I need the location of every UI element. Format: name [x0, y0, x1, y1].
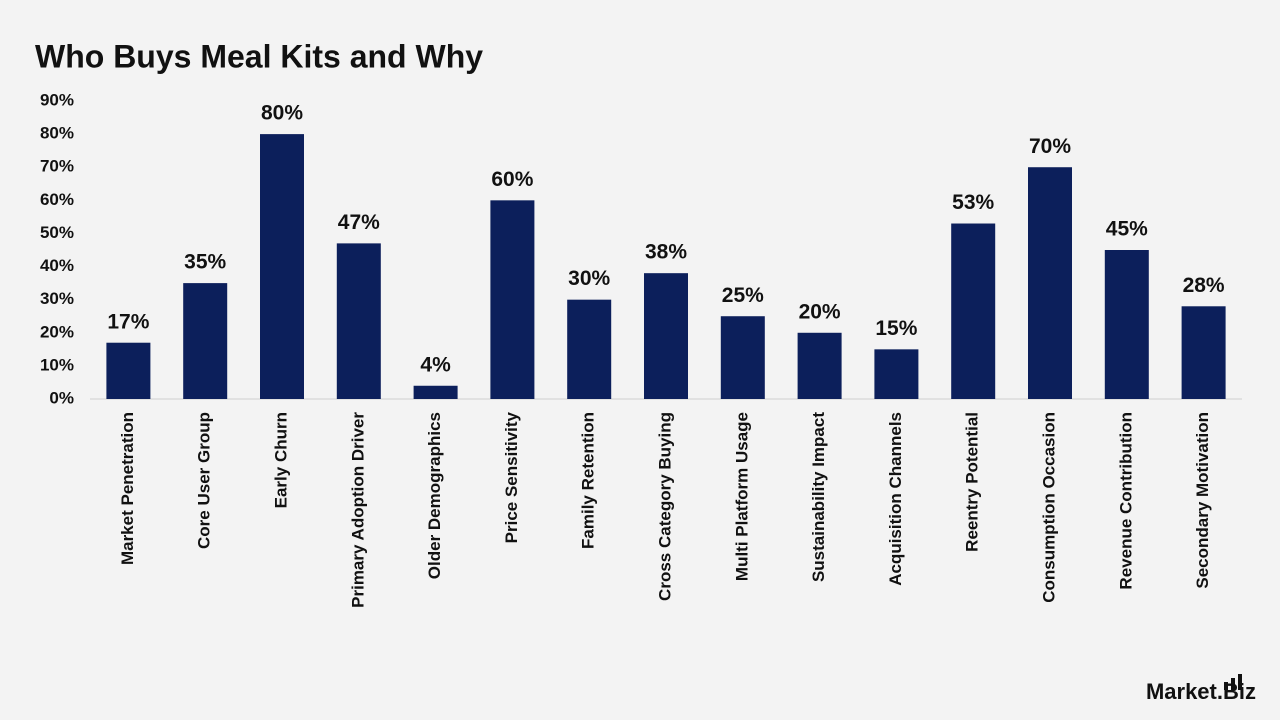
x-tick-label: Sustainability Impact — [809, 412, 828, 582]
x-tick-label: Multi Platform Usage — [732, 412, 751, 581]
y-tick-label: 0% — [49, 388, 74, 407]
bar — [183, 283, 228, 399]
y-tick-label: 90% — [40, 90, 74, 109]
bar — [413, 385, 458, 399]
x-tick-label: Acquisition Channels — [886, 412, 905, 586]
x-tick-label: Market Penetration — [118, 412, 137, 565]
value-label: 20% — [799, 300, 841, 323]
bar — [874, 349, 919, 399]
bar — [720, 316, 765, 399]
value-label: 25% — [722, 284, 764, 307]
y-tick-label: 40% — [40, 256, 74, 275]
x-tick-label: Primary Adoption Driver — [348, 412, 367, 608]
value-label: 70% — [1029, 135, 1071, 158]
x-tick-label: Reentry Potential — [963, 412, 982, 552]
x-tick-label: Family Retention — [579, 412, 598, 549]
bar — [567, 299, 612, 399]
x-tick-label: Revenue Contribution — [1116, 412, 1135, 590]
bar — [1028, 167, 1072, 399]
x-tick-label: Consumption Occasion — [1039, 412, 1058, 603]
value-label: 4% — [420, 353, 451, 376]
y-tick-label: 30% — [40, 289, 74, 308]
value-label: 38% — [645, 241, 687, 264]
x-tick-label: Cross Category Buying — [655, 412, 674, 601]
value-label: 53% — [952, 191, 994, 214]
y-tick-label: 60% — [40, 190, 74, 209]
value-label: 15% — [875, 317, 917, 340]
bar — [106, 342, 151, 399]
value-label: 17% — [107, 310, 149, 333]
x-tick-label: Early Churn — [271, 412, 290, 508]
bar — [260, 134, 304, 399]
bar — [951, 223, 996, 399]
bar — [797, 332, 842, 399]
value-label: 80% — [261, 102, 303, 125]
x-tick-label: Secondary Motivation — [1193, 412, 1212, 589]
bar — [490, 200, 535, 399]
value-label: 47% — [338, 211, 380, 234]
x-tick-label: Price Sensitivity — [502, 411, 521, 543]
brand-icon — [1224, 674, 1242, 690]
bar — [644, 273, 688, 399]
brand: Market.Biz — [1146, 679, 1256, 704]
x-tick-label: Older Demographics — [425, 412, 444, 579]
y-tick-label: 70% — [40, 157, 74, 176]
chart-title: Who Buys Meal Kits and Why — [35, 38, 483, 74]
y-tick-label: 20% — [40, 322, 74, 341]
value-label: 45% — [1106, 218, 1148, 241]
value-label: 60% — [491, 168, 533, 191]
bar — [336, 243, 381, 399]
value-label: 30% — [568, 267, 610, 290]
value-label: 35% — [184, 251, 226, 274]
y-tick-label: 10% — [40, 355, 74, 374]
y-tick-label: 80% — [40, 124, 74, 143]
y-tick-label: 50% — [40, 223, 74, 242]
bar — [1181, 306, 1226, 399]
value-label: 28% — [1183, 274, 1225, 297]
x-tick-label: Core User Group — [195, 412, 214, 549]
bar — [1104, 250, 1149, 399]
